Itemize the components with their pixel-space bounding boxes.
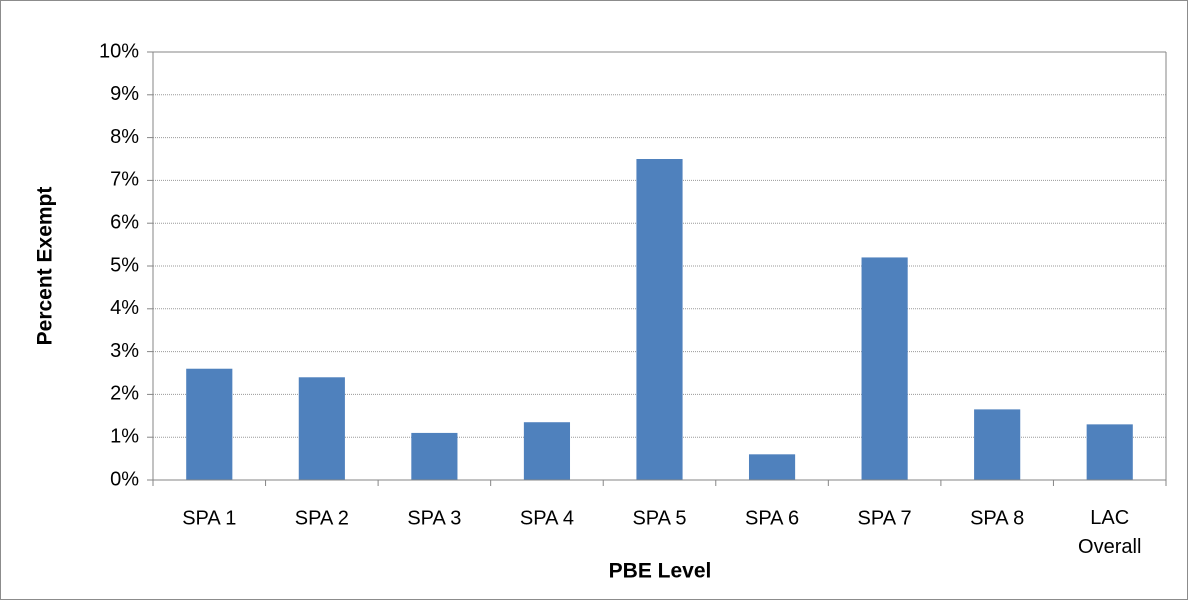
x-tick-label: SPA 5 xyxy=(632,507,686,529)
x-tick-label: SPA 2 xyxy=(295,507,349,529)
y-tick-label: 5% xyxy=(110,254,139,276)
y-tick-label: 1% xyxy=(110,425,139,447)
y-tick-label: 0% xyxy=(110,468,139,490)
x-tick-label: LAC Overall xyxy=(1078,507,1141,558)
bar xyxy=(523,422,571,480)
x-tick-label: SPA 7 xyxy=(858,507,912,529)
y-tick-label: 3% xyxy=(110,340,139,362)
x-axis-title: PBE Level xyxy=(609,560,712,583)
bar xyxy=(298,377,345,480)
y-tick-label: 2% xyxy=(110,383,139,405)
y-tick-label: 8% xyxy=(110,126,139,148)
x-tick-label: SPA 4 xyxy=(520,507,574,529)
y-axis-title: Percent Exempt xyxy=(34,187,57,346)
y-tick-label: 6% xyxy=(110,211,139,233)
y-tick-label: 9% xyxy=(110,83,139,105)
bar xyxy=(1086,424,1133,480)
bar xyxy=(748,454,796,480)
bar xyxy=(411,432,458,480)
y-tick-label: 10% xyxy=(99,40,139,62)
bar xyxy=(861,257,908,480)
bar xyxy=(186,368,233,480)
x-tick-label: SPA 6 xyxy=(745,507,799,529)
y-tick-label: 4% xyxy=(110,297,139,319)
x-tick-label: SPA 8 xyxy=(970,507,1024,529)
y-tick-label: 7% xyxy=(110,169,139,191)
x-tick-label: SPA 1 xyxy=(182,507,236,529)
bar xyxy=(974,409,1021,480)
bar xyxy=(636,159,683,480)
x-tick-label: SPA 3 xyxy=(407,507,461,529)
